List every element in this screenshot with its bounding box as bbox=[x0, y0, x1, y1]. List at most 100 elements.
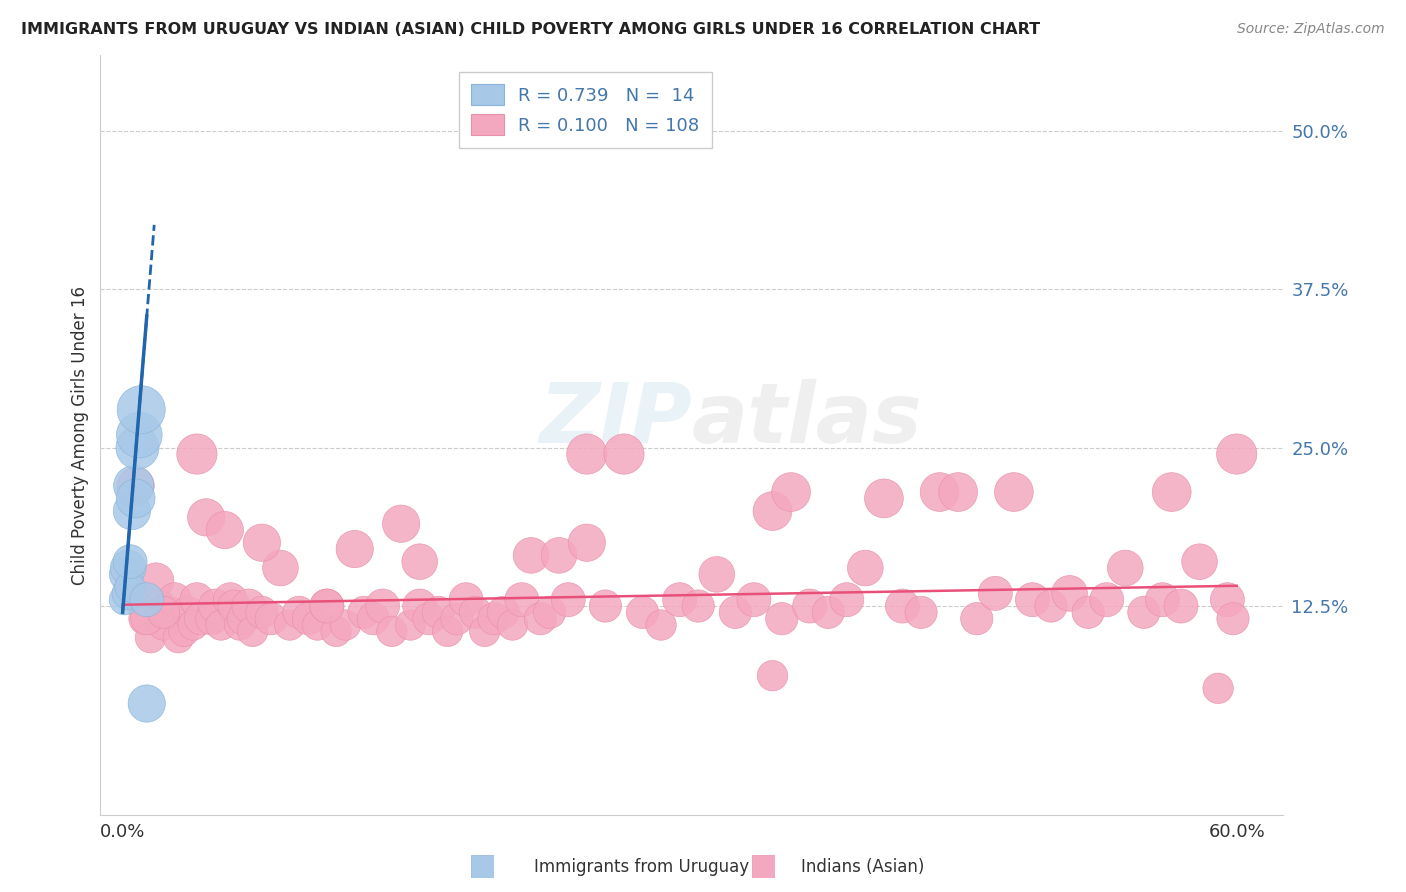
Point bbox=[1206, 681, 1229, 696]
Point bbox=[761, 668, 783, 682]
Point bbox=[371, 599, 394, 613]
Text: Source: ZipAtlas.com: Source: ZipAtlas.com bbox=[1237, 22, 1385, 37]
Point bbox=[1133, 606, 1156, 620]
Point bbox=[269, 561, 291, 575]
Point bbox=[335, 618, 357, 632]
Point bbox=[427, 606, 450, 620]
Point bbox=[742, 592, 765, 607]
Point bbox=[315, 599, 337, 613]
Point bbox=[288, 606, 311, 620]
Point bbox=[966, 612, 988, 626]
Text: atlas: atlas bbox=[692, 379, 922, 460]
Point bbox=[250, 606, 273, 620]
Point bbox=[167, 631, 190, 645]
Point bbox=[1077, 606, 1099, 620]
Point bbox=[409, 555, 432, 569]
Point bbox=[124, 491, 146, 506]
Point bbox=[891, 599, 914, 613]
Point bbox=[238, 599, 260, 613]
Point bbox=[502, 618, 524, 632]
Point bbox=[278, 618, 301, 632]
Point bbox=[456, 592, 478, 607]
Point bbox=[315, 599, 337, 613]
Point bbox=[129, 592, 152, 607]
Point bbox=[152, 606, 174, 620]
Point bbox=[984, 586, 1007, 600]
Point bbox=[1222, 612, 1244, 626]
Point bbox=[307, 618, 329, 632]
Point bbox=[135, 697, 157, 711]
Point bbox=[343, 542, 366, 557]
Point bbox=[1188, 555, 1211, 569]
Point bbox=[209, 618, 232, 632]
Point bbox=[115, 567, 138, 582]
Point bbox=[204, 599, 226, 613]
Point bbox=[163, 592, 186, 607]
Point bbox=[1160, 485, 1182, 500]
Point bbox=[1021, 592, 1043, 607]
Point bbox=[510, 592, 533, 607]
Point bbox=[1095, 592, 1118, 607]
Point bbox=[529, 612, 551, 626]
Point bbox=[780, 485, 803, 500]
Point bbox=[242, 624, 264, 639]
Point bbox=[557, 592, 579, 607]
Point bbox=[928, 485, 950, 500]
Point bbox=[706, 567, 728, 582]
Point bbox=[121, 504, 143, 518]
Point bbox=[668, 592, 690, 607]
Point bbox=[595, 599, 617, 613]
Point bbox=[135, 612, 157, 626]
Point bbox=[139, 631, 162, 645]
Point bbox=[260, 612, 283, 626]
Point bbox=[127, 441, 149, 455]
Point bbox=[1040, 599, 1063, 613]
Point bbox=[190, 612, 212, 626]
Point bbox=[120, 555, 142, 569]
Text: Immigrants from Uruguay: Immigrants from Uruguay bbox=[534, 858, 749, 876]
Point bbox=[381, 624, 404, 639]
Text: IMMIGRANTS FROM URUGUAY VS INDIAN (ASIAN) CHILD POVERTY AMONG GIRLS UNDER 16 COR: IMMIGRANTS FROM URUGUAY VS INDIAN (ASIAN… bbox=[21, 22, 1040, 37]
Point bbox=[128, 428, 150, 442]
Point bbox=[631, 606, 654, 620]
Point bbox=[418, 612, 440, 626]
Point bbox=[176, 606, 198, 620]
Point bbox=[186, 592, 208, 607]
Point bbox=[1216, 592, 1239, 607]
Point bbox=[186, 447, 208, 461]
Point bbox=[219, 592, 242, 607]
Point bbox=[799, 599, 821, 613]
Point bbox=[173, 624, 195, 639]
Point bbox=[1226, 447, 1249, 461]
Point bbox=[122, 479, 145, 493]
Point bbox=[474, 624, 496, 639]
Point bbox=[409, 599, 432, 613]
Point bbox=[613, 447, 636, 461]
Point bbox=[548, 549, 571, 563]
Point bbox=[817, 606, 839, 620]
Text: Indians (Asian): Indians (Asian) bbox=[801, 858, 925, 876]
Point bbox=[1059, 586, 1081, 600]
Point bbox=[325, 624, 347, 639]
Point bbox=[135, 592, 157, 607]
Point bbox=[124, 479, 146, 493]
Point bbox=[353, 606, 375, 620]
Point bbox=[120, 580, 142, 594]
Point bbox=[181, 618, 204, 632]
Point bbox=[149, 599, 172, 613]
Point bbox=[946, 485, 969, 500]
Point bbox=[761, 504, 783, 518]
Point bbox=[145, 574, 167, 588]
Point bbox=[436, 624, 458, 639]
Point bbox=[873, 491, 896, 506]
Point bbox=[1170, 599, 1192, 613]
Point bbox=[520, 549, 543, 563]
Point bbox=[650, 618, 672, 632]
Point bbox=[363, 612, 385, 626]
Point bbox=[575, 447, 598, 461]
Point bbox=[222, 599, 245, 613]
Point bbox=[492, 606, 515, 620]
Text: ZIP: ZIP bbox=[538, 379, 692, 460]
Point bbox=[724, 606, 747, 620]
Point bbox=[201, 612, 224, 626]
